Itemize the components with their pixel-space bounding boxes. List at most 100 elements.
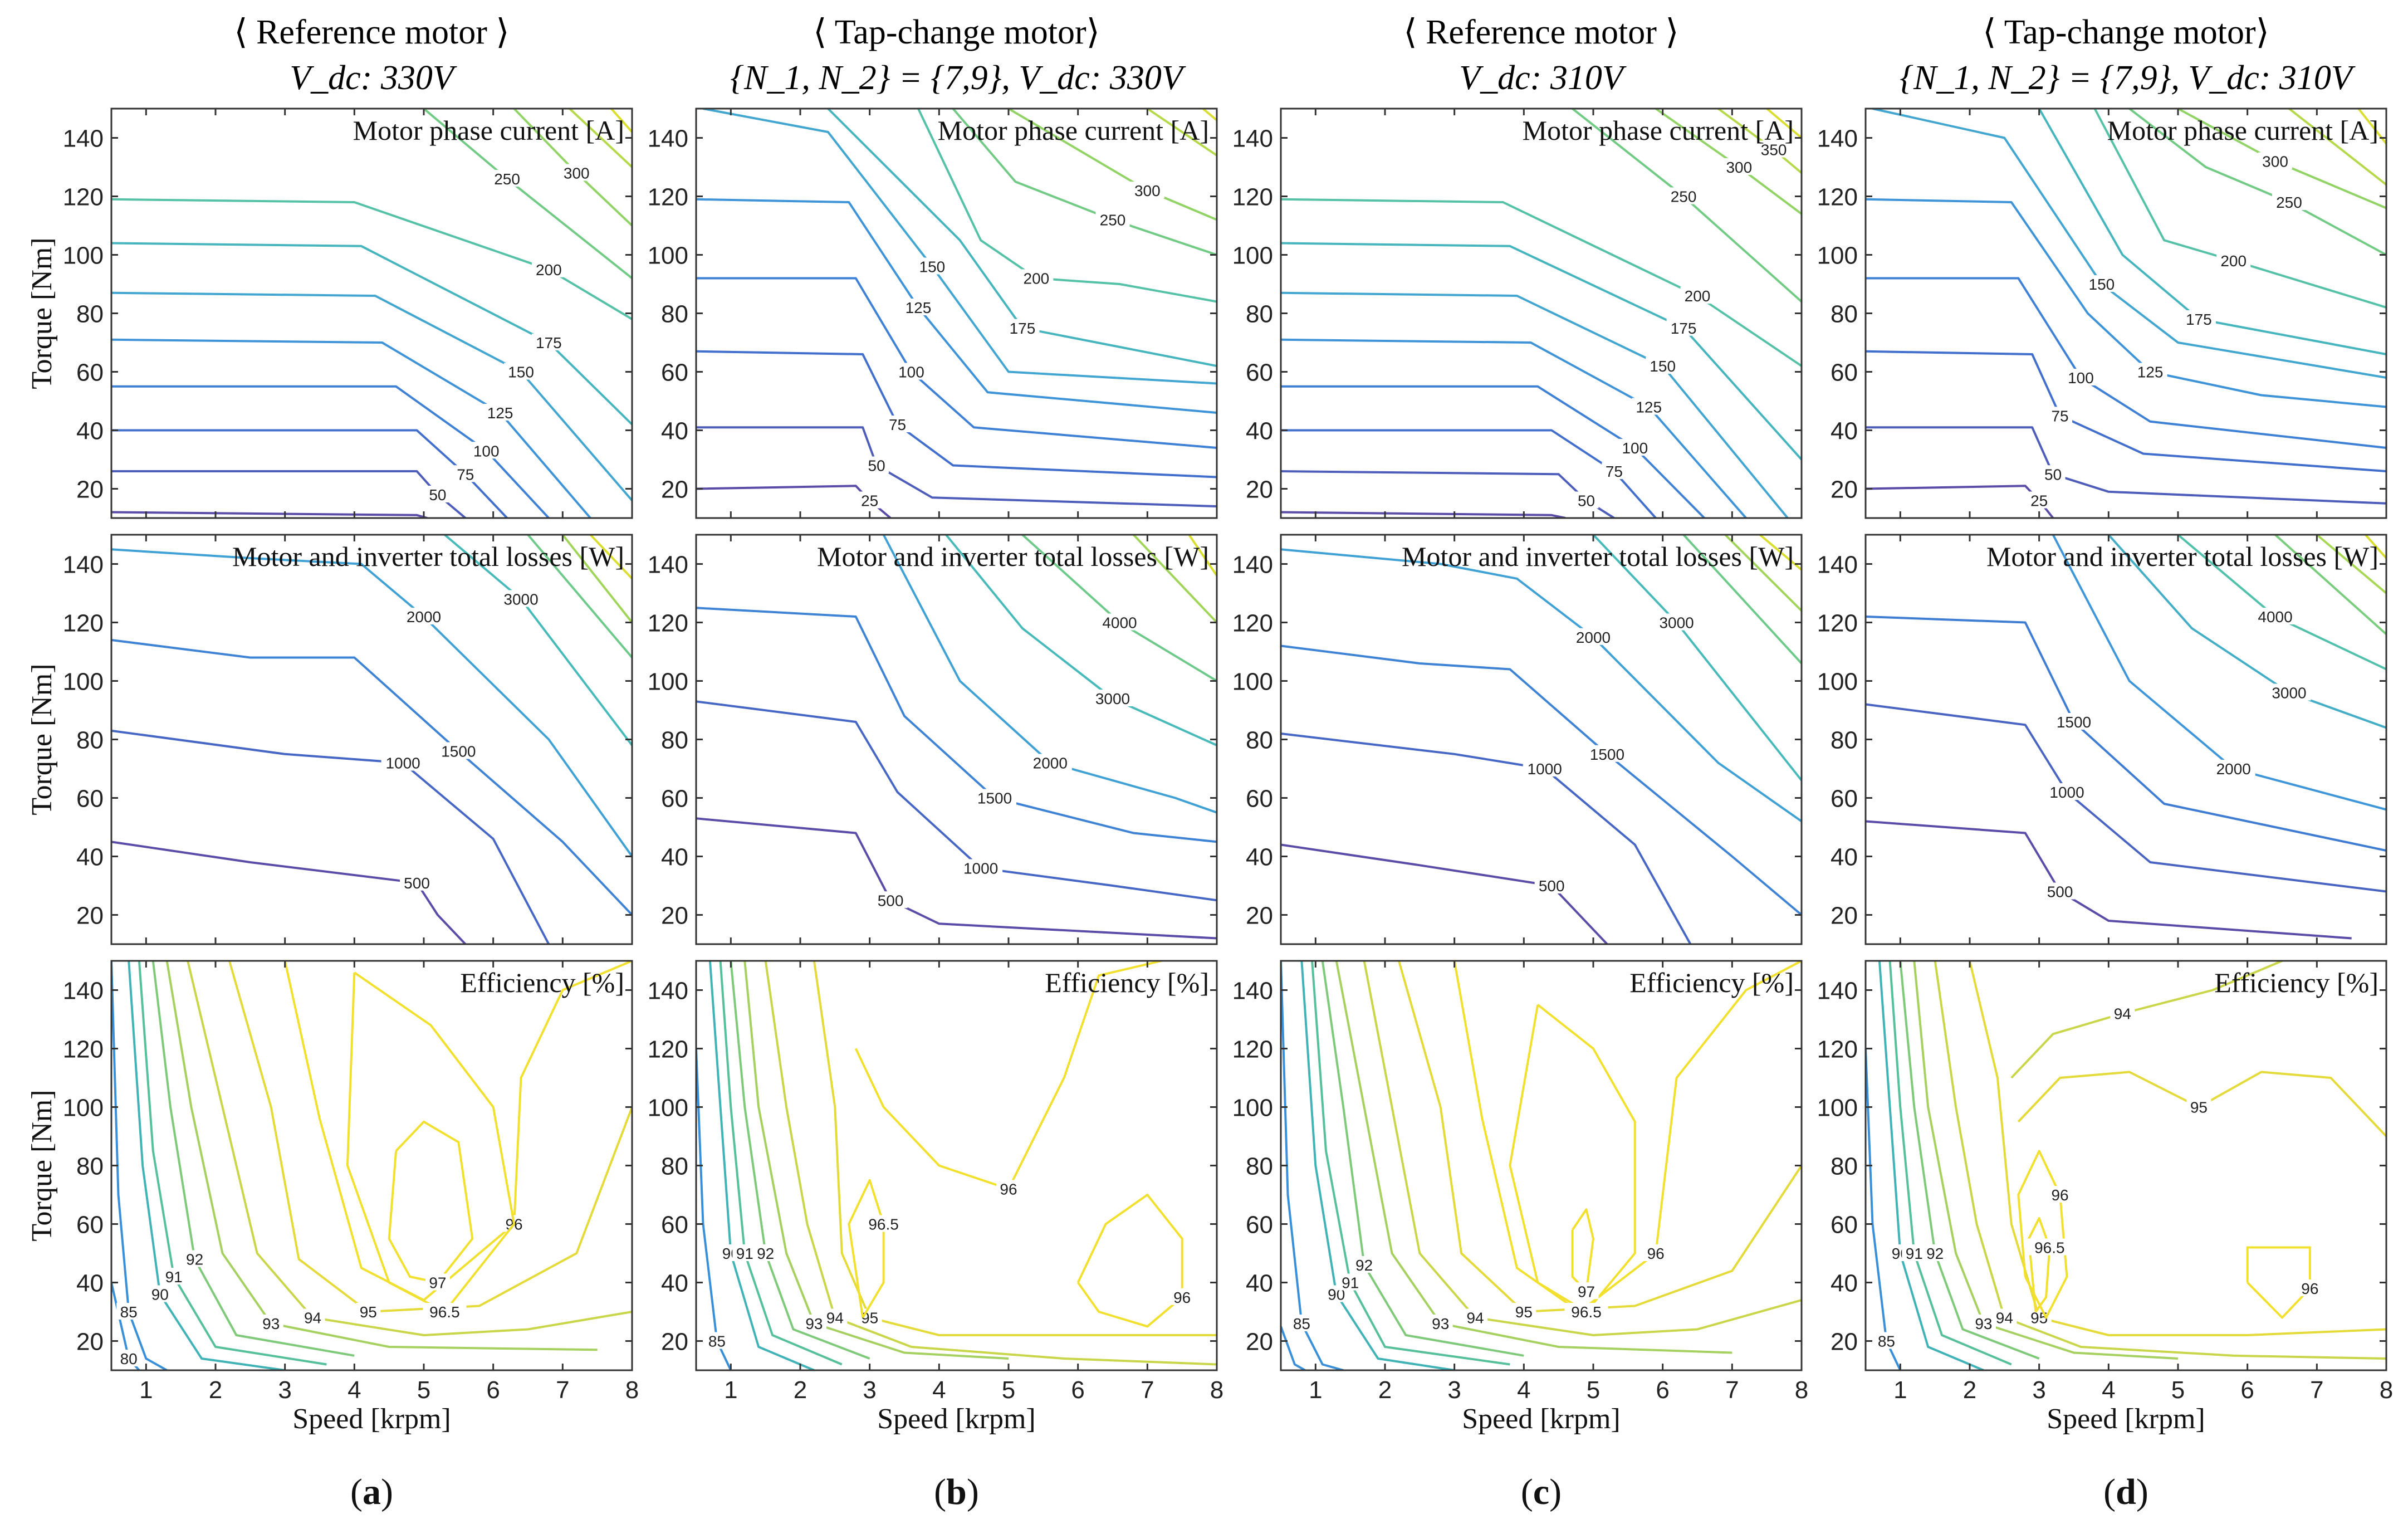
- contour-label: 100: [1622, 439, 1648, 457]
- contour-label: 93: [1432, 1315, 1449, 1332]
- contour-line: [827, 109, 1217, 367]
- y-tick-label: 40: [1246, 418, 1273, 445]
- panel-caption: (c): [1521, 1472, 1562, 1512]
- contour-line: [561, 535, 632, 623]
- panel-caption: (b): [934, 1472, 979, 1512]
- column-subtitle: V_dc: 310V: [1459, 59, 1627, 97]
- y-tick-label: 140: [648, 978, 688, 1005]
- contour-label: 150: [1650, 358, 1676, 375]
- panel-title: Efficiency [%]: [2214, 967, 2378, 998]
- contour-label: 90: [151, 1286, 169, 1303]
- contour-line: [2038, 109, 2386, 355]
- column-subtitle: {N_1, N_2} = {7,9}, V_dc: 310V: [1900, 59, 2356, 97]
- contour-label: 350: [1761, 141, 1787, 159]
- y-tick-label: 80: [76, 301, 104, 328]
- y-tick-label: 120: [63, 610, 104, 637]
- contour-label: 92: [1355, 1257, 1373, 1274]
- y-tick-label: 100: [63, 1095, 104, 1122]
- contour-label: 175: [1010, 320, 1036, 337]
- x-tick-label: 2: [209, 1376, 222, 1404]
- contour-line: [696, 277, 1217, 449]
- panel: 25 50 75 100 125 150 175 200 250 300 Motor phase c…: [1817, 108, 2387, 519]
- contour-label: 175: [1671, 320, 1697, 337]
- y-tick-label: 80: [76, 727, 104, 754]
- contour-label: 125: [1636, 399, 1662, 416]
- contour-label: 200: [2220, 252, 2247, 270]
- contour-label: 94: [826, 1310, 844, 1327]
- contour-label: 300: [1134, 182, 1161, 199]
- contour-line: [2052, 535, 2386, 811]
- contour-label: 91: [1342, 1274, 1359, 1292]
- contour-label: 1500: [2057, 714, 2091, 731]
- contour-line: [1453, 961, 1802, 1313]
- contour-label: 97: [429, 1274, 446, 1292]
- x-tick-label: 6: [1656, 1376, 1669, 1404]
- contour-line: [1397, 961, 1802, 1313]
- contour-line: [111, 639, 632, 916]
- contour-line: [945, 535, 1217, 746]
- panel-title: Efficiency [%]: [1629, 967, 1794, 998]
- y-tick-label: 20: [1246, 476, 1273, 504]
- contour-label: 95: [1515, 1303, 1533, 1321]
- contour-line: [1866, 198, 2386, 408]
- contour-label: 300: [564, 165, 590, 182]
- contour-line: [1281, 470, 1615, 518]
- contour-line: [696, 350, 1217, 478]
- y-tick-label: 40: [76, 1270, 104, 1297]
- contour-label: 95: [2030, 1310, 2048, 1327]
- contour-line: [388, 1120, 474, 1284]
- contour-line: [1363, 961, 1802, 1336]
- y-tick-label: 40: [1246, 1270, 1273, 1297]
- contour-label: 75: [889, 416, 906, 433]
- contour-label: 1000: [2049, 784, 2084, 801]
- contour-line: [111, 429, 508, 518]
- y-tick-label: 40: [1831, 1270, 1858, 1297]
- y-tick-label: 80: [1246, 1153, 1273, 1180]
- x-tick-label: 7: [2310, 1376, 2323, 1404]
- contour-line: [1147, 109, 1217, 157]
- contour-line: [696, 198, 1217, 414]
- contour-line: [1281, 1326, 1306, 1370]
- x-tick-label: 4: [348, 1376, 361, 1404]
- contour-label: 200: [1024, 270, 1050, 287]
- contour-line: [696, 1048, 732, 1370]
- y-tick-label: 20: [661, 1328, 688, 1356]
- contour-line: [2028, 1217, 2051, 1313]
- contour-line: [2017, 1150, 2068, 1319]
- x-tick-label: 3: [1447, 1376, 1461, 1404]
- contour-line: [1866, 820, 2352, 940]
- column-title: ⟨ Tap-change motor⟩: [1983, 13, 2269, 51]
- y-axis-label: Torque [Nm]: [26, 663, 58, 815]
- contour-line: [1913, 961, 2179, 1360]
- contour-line: [346, 971, 516, 1313]
- contour-line: [2128, 109, 2386, 256]
- y-tick-label: 140: [648, 125, 688, 153]
- contour-label: 92: [757, 1245, 774, 1262]
- contour-line: [1766, 109, 1802, 139]
- contour-line: [111, 338, 591, 518]
- contour-label: 150: [508, 364, 534, 381]
- contour-line: [2365, 535, 2386, 559]
- panel-title: Motor and inverter total losses [W]: [817, 541, 1209, 572]
- y-tick-label: 80: [661, 1153, 688, 1180]
- contour-line: [2288, 109, 2386, 186]
- y-tick-label: 80: [1831, 727, 1858, 754]
- contour-label: 3000: [1095, 690, 1130, 707]
- column-subtitle: {N_1, N_2} = {7,9}, V_dc: 330V: [730, 59, 1186, 97]
- contour-line: [283, 961, 632, 1301]
- contour-line: [111, 291, 632, 501]
- contour-line: [187, 961, 632, 1336]
- x-tick-label: 1: [139, 1376, 153, 1404]
- contour-label: 91: [1906, 1245, 1923, 1262]
- contour-label: 3000: [1659, 614, 1694, 632]
- contour-label: 93: [1975, 1315, 1992, 1332]
- panel: 500 1000 1500 2000 3000 4000 Motor and inverte…: [648, 534, 1218, 945]
- y-tick-label: 140: [1232, 551, 1273, 579]
- y-tick-label: 120: [1817, 184, 1858, 211]
- contour-line: [1281, 511, 1566, 518]
- contour-label: 500: [404, 875, 430, 892]
- contour-label: 96: [2301, 1280, 2318, 1297]
- y-tick-label: 140: [1817, 125, 1858, 153]
- y-tick-label: 140: [63, 978, 104, 1005]
